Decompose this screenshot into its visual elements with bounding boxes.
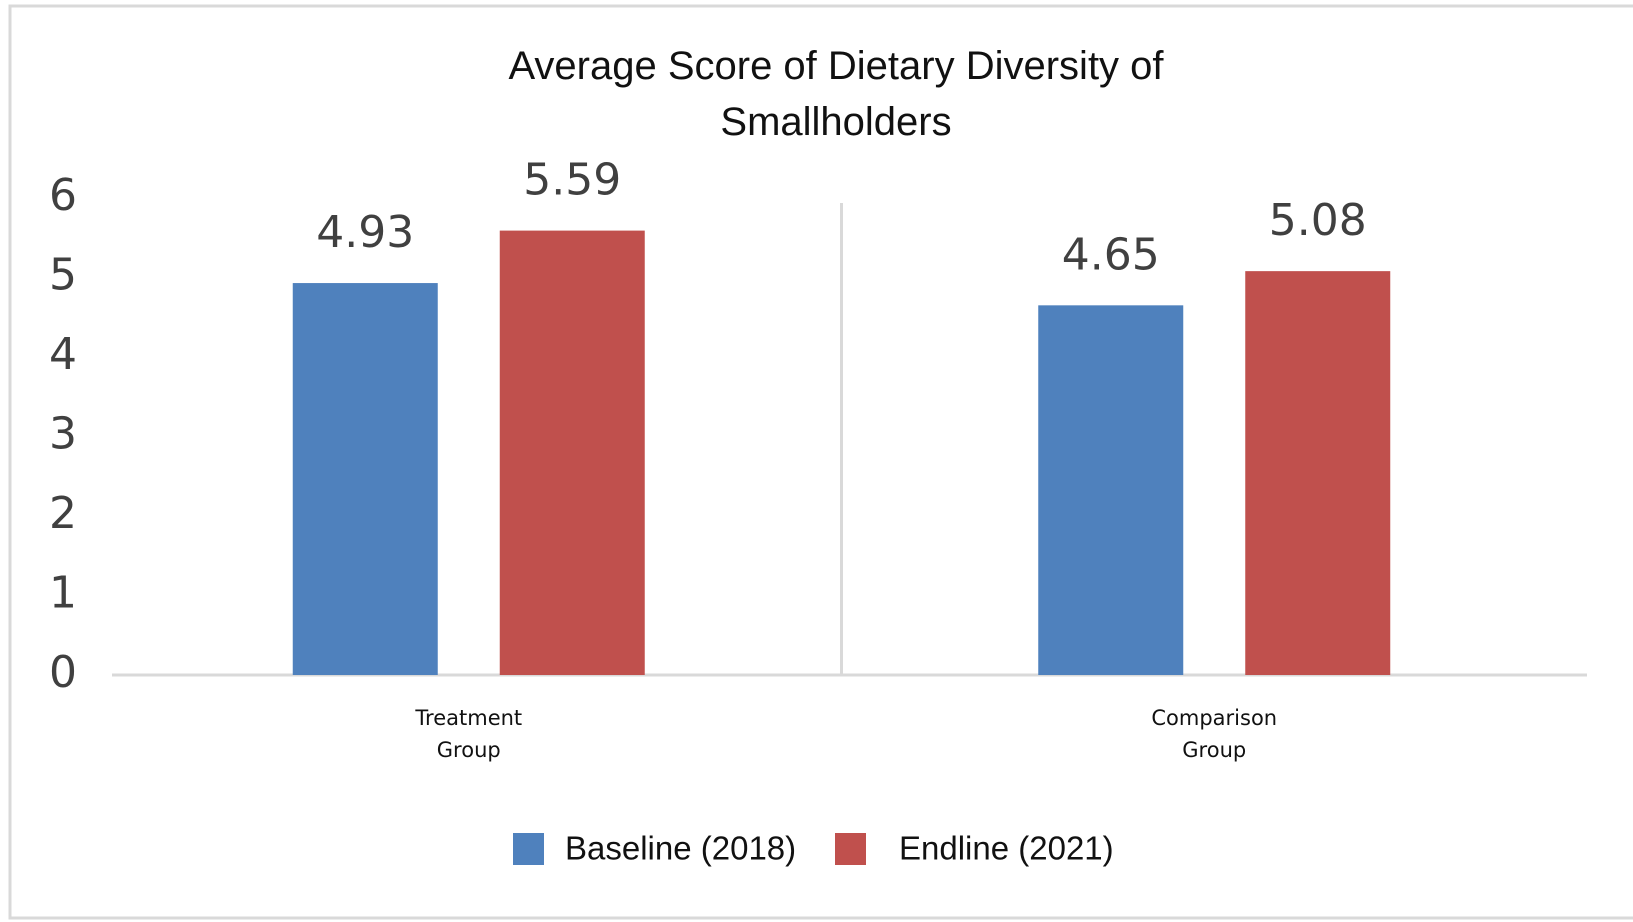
y-tick-label: 6 [49,170,77,221]
value-label: 4.65 [1062,229,1160,280]
legend-label: Endline (2021) [899,830,1114,867]
bar [1245,271,1391,675]
y-tick-label: 2 [49,488,77,539]
y-tick-label: 5 [49,250,77,301]
chart-frame [8,4,1633,920]
legend-swatch [513,833,544,865]
value-label: 5.59 [523,155,621,206]
y-tick-label: 0 [49,647,77,698]
chart-title: Average Score of Dietary Diversity of Sm… [508,44,1164,144]
x-tick-label: Comparison Group [1151,706,1278,762]
legend-swatch [835,833,866,865]
bar [499,230,645,675]
y-tick-label: 4 [49,329,77,380]
bar [292,283,438,675]
y-tick-label: 1 [49,568,77,619]
bar [1038,305,1184,675]
value-label: 5.08 [1269,195,1367,246]
value-label: 4.93 [316,207,414,258]
x-tick-label: Treatment Group [415,706,523,762]
legend-label: Baseline (2018) [565,830,796,867]
y-tick-label: 3 [49,409,77,460]
